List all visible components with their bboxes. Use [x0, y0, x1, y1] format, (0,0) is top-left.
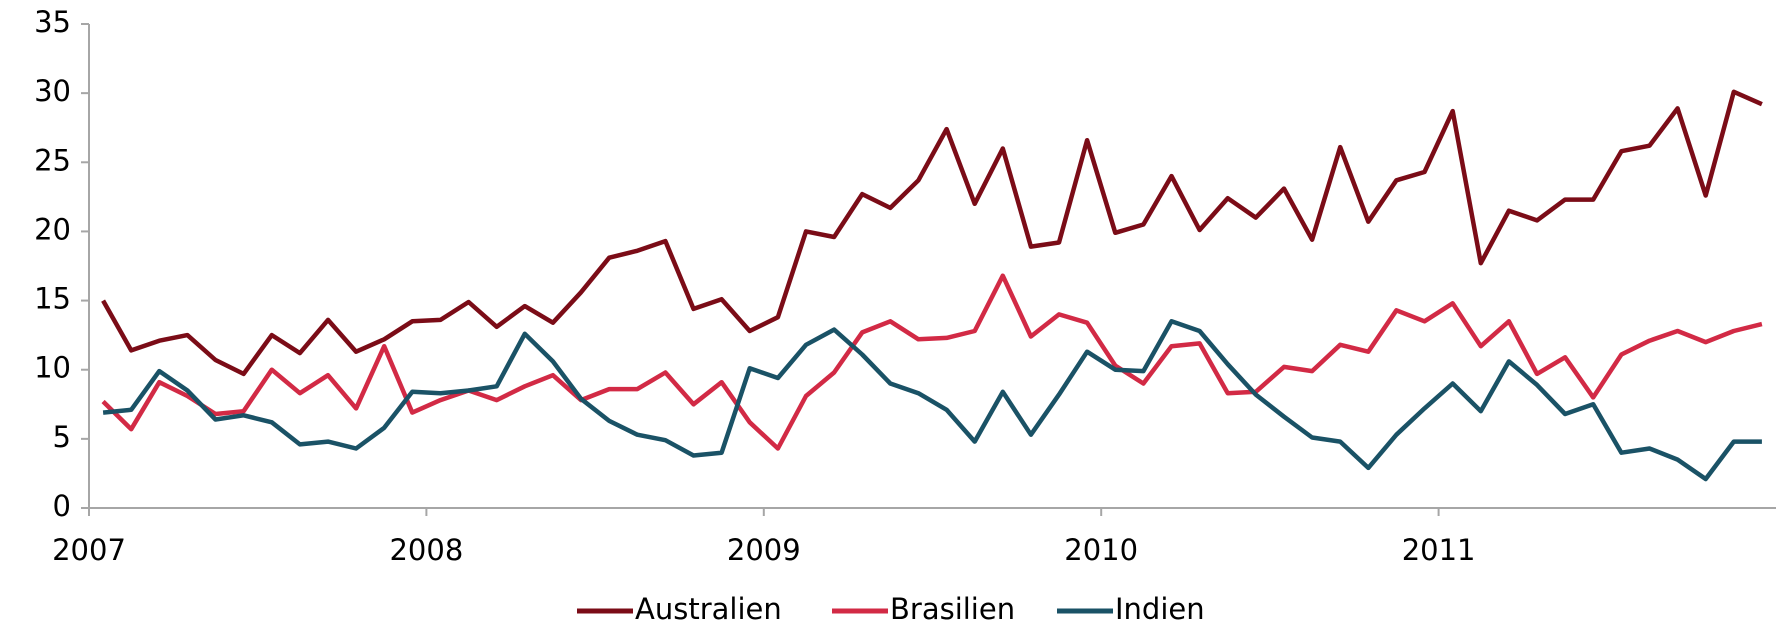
y-tick-label: 10 [34, 351, 71, 385]
legend-label: Brasilien [890, 592, 1015, 624]
series-line [101, 273, 1763, 451]
x-tick-label: 2011 [1402, 533, 1476, 567]
x-tick-label: 2007 [52, 533, 126, 567]
legend-label: Australien [635, 592, 782, 624]
x-tick-label: 2009 [727, 533, 801, 567]
y-tick-label: 30 [34, 74, 71, 108]
y-tick-label: 25 [34, 143, 71, 177]
y-tick-label: 35 [34, 5, 71, 39]
series-line [101, 89, 1763, 377]
y-tick-label: 20 [34, 212, 71, 246]
y-tick-label: 0 [53, 489, 71, 523]
series-line [102, 319, 1762, 482]
legend-label: Indien [1115, 592, 1205, 624]
x-tick-label: 2008 [389, 533, 463, 567]
y-tick-label: 5 [53, 420, 71, 454]
x-tick-label: 2010 [1064, 533, 1138, 567]
y-tick-label: 15 [34, 282, 71, 316]
